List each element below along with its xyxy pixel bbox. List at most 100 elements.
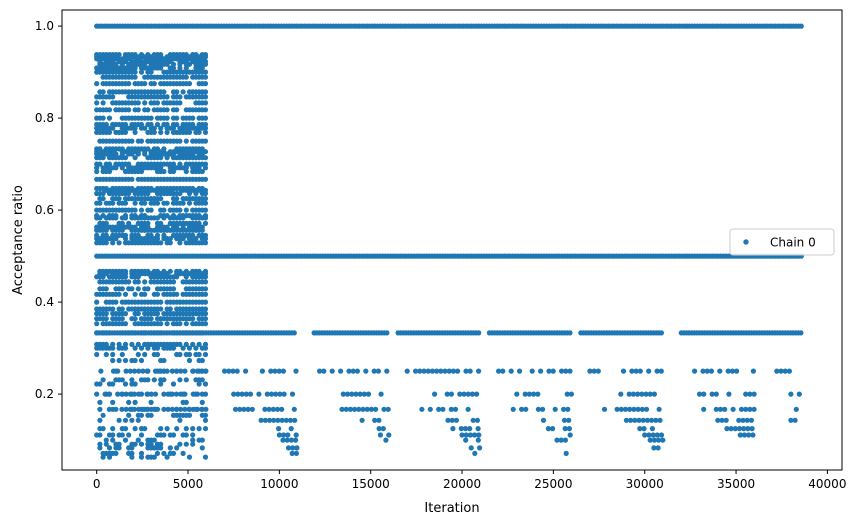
data-point — [472, 432, 478, 438]
data-point — [113, 236, 119, 242]
data-point — [196, 129, 202, 135]
data-point — [383, 437, 389, 443]
data-point — [97, 161, 103, 167]
data-point — [273, 391, 279, 397]
data-point — [654, 368, 660, 374]
data-point — [259, 368, 265, 374]
data-point — [170, 61, 177, 67]
data-point — [113, 406, 119, 412]
data-point — [643, 406, 650, 412]
data-point — [110, 341, 116, 347]
data-point — [145, 406, 151, 412]
data-point — [103, 271, 109, 277]
data-point — [138, 69, 145, 75]
data-point — [199, 227, 205, 233]
data-point — [132, 345, 138, 351]
data-point — [649, 417, 655, 423]
data-point — [178, 406, 184, 412]
data-point — [164, 94, 170, 100]
data-point — [129, 377, 135, 383]
data-point — [126, 190, 132, 197]
data-point — [199, 437, 205, 443]
data-point — [129, 341, 135, 347]
data-point — [183, 321, 189, 327]
data-point — [740, 417, 746, 423]
data-point — [142, 330, 148, 336]
data-point — [618, 406, 624, 412]
data-point — [704, 368, 710, 374]
data-point — [199, 151, 205, 157]
data-point — [618, 391, 624, 397]
data-point — [170, 381, 177, 387]
data-point — [127, 368, 133, 374]
data-point — [222, 368, 228, 374]
data-point — [116, 417, 122, 423]
data-point — [202, 236, 209, 242]
data-point — [650, 432, 656, 438]
data-point — [183, 138, 189, 144]
data-point — [158, 240, 164, 246]
data-point — [655, 445, 661, 451]
data-point — [741, 426, 747, 432]
x-axis: 0 5000 10000 15000 20000 25000 30000 35000 40000 — [93, 470, 846, 491]
data-point — [126, 161, 132, 167]
data-point — [196, 165, 202, 171]
data-point — [161, 168, 167, 175]
data-point — [413, 368, 419, 374]
data-point — [178, 368, 184, 374]
data-point — [202, 286, 209, 292]
data-point — [657, 417, 663, 423]
data-point — [202, 121, 209, 128]
data-point — [164, 115, 170, 121]
data-point — [190, 341, 196, 347]
data-point — [202, 94, 209, 100]
data-point — [637, 368, 643, 374]
data-point — [280, 368, 286, 374]
legend: Chain 0 — [729, 228, 835, 256]
data-point — [180, 200, 186, 206]
data-point — [202, 341, 209, 347]
data-point — [122, 155, 129, 161]
data-point — [701, 406, 707, 412]
data-point — [728, 426, 734, 432]
data-point — [196, 341, 202, 347]
data-point — [129, 450, 135, 456]
data-point — [145, 190, 151, 197]
data-point — [381, 406, 387, 412]
data-point — [476, 330, 482, 336]
data-point — [132, 207, 138, 213]
data-point — [122, 341, 129, 347]
data-point — [438, 368, 444, 374]
data-point — [623, 417, 630, 423]
data-point — [339, 406, 345, 412]
data-point — [186, 454, 193, 460]
data-point — [94, 351, 100, 358]
x-tick-label: 5000 — [173, 477, 204, 491]
data-point — [161, 357, 167, 364]
data-point — [132, 441, 138, 447]
data-point — [384, 330, 390, 336]
data-point — [651, 437, 658, 443]
data-point — [174, 291, 180, 297]
data-point — [183, 74, 189, 80]
data-point — [129, 454, 135, 460]
data-point — [100, 454, 106, 460]
data-point — [94, 165, 100, 171]
data-point — [154, 345, 161, 351]
data-point — [477, 445, 483, 451]
data-point — [140, 368, 146, 374]
data-point — [158, 220, 164, 226]
data-point — [115, 391, 121, 397]
data-point — [170, 345, 177, 351]
data-point — [717, 406, 724, 412]
data-point — [654, 432, 660, 438]
data-point — [202, 196, 209, 202]
data-point — [271, 417, 277, 423]
data-point — [349, 391, 355, 397]
data-point — [167, 306, 173, 312]
data-point — [277, 391, 283, 397]
data-point — [321, 368, 327, 374]
data-point — [793, 406, 799, 412]
data-point — [100, 155, 106, 161]
